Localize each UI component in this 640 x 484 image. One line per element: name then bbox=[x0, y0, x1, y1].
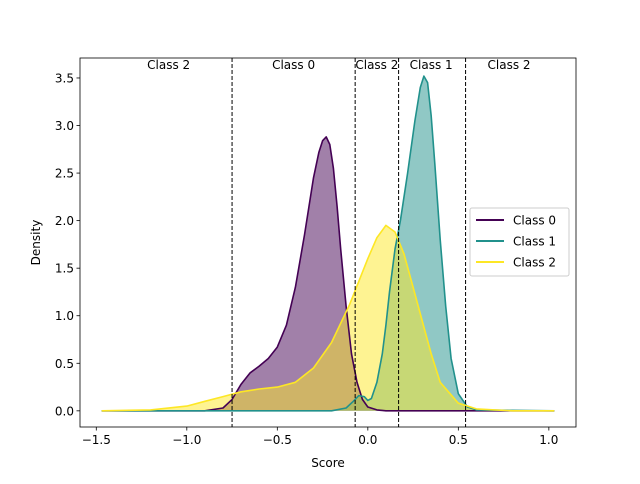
y-tick-label: 0.0 bbox=[55, 404, 74, 418]
density-area-class-0 bbox=[101, 136, 555, 411]
x-tick-label: 0.5 bbox=[449, 433, 468, 447]
threshold-lines bbox=[231, 58, 467, 427]
y-tick-label: 2.5 bbox=[55, 167, 74, 181]
density-area-class-2 bbox=[101, 225, 555, 411]
legend: Class 0 Class 1 Class 2 bbox=[469, 207, 570, 277]
y-tick-label: 1.0 bbox=[55, 309, 74, 323]
density-line-class-0 bbox=[101, 136, 555, 412]
x-tick-label: 0.0 bbox=[358, 433, 377, 447]
y-tick-label: 3.0 bbox=[55, 119, 74, 133]
x-tick-label: −1.5 bbox=[82, 433, 111, 447]
y-tick-label: 2.0 bbox=[55, 214, 74, 228]
region-label-5: Class 2 bbox=[488, 58, 531, 72]
region-label-3: Class 2 bbox=[355, 58, 398, 72]
y-tick-label: 1.5 bbox=[55, 262, 74, 276]
legend-label-class-0: Class 0 bbox=[513, 214, 556, 228]
x-tick-label: −1.0 bbox=[172, 433, 201, 447]
y-tick-label: 3.5 bbox=[55, 71, 74, 85]
region-label-4: Class 1 bbox=[410, 58, 453, 72]
density-line-class-1 bbox=[101, 75, 555, 412]
x-tick-label: −0.5 bbox=[263, 433, 292, 447]
density-fills bbox=[101, 76, 555, 411]
plot-frame bbox=[79, 57, 577, 428]
x-axis-ticks: −1.5 −1.0 −0.5 0.0 0.5 1.0 bbox=[82, 427, 558, 447]
density-line-class-2 bbox=[101, 224, 555, 412]
legend-label-class-1: Class 1 bbox=[513, 235, 556, 249]
region-labels: Class 2 Class 0 Class 2 Class 1 Class 2 bbox=[147, 58, 530, 72]
density-lines bbox=[101, 75, 555, 412]
density-area-class-1 bbox=[101, 76, 555, 411]
region-label-2: Class 0 bbox=[272, 58, 315, 72]
x-axis-label: Score bbox=[311, 456, 345, 470]
legend-label-class-2: Class 2 bbox=[513, 256, 556, 270]
y-axis-label: Density bbox=[29, 220, 43, 266]
x-tick-label: 1.0 bbox=[539, 433, 558, 447]
y-tick-label: 0.5 bbox=[55, 357, 74, 371]
y-axis-ticks: 0.0 0.5 1.0 1.5 2.0 2.5 3.0 3.5 bbox=[55, 71, 80, 418]
legend-box bbox=[469, 207, 570, 277]
region-label-1: Class 2 bbox=[147, 58, 190, 72]
